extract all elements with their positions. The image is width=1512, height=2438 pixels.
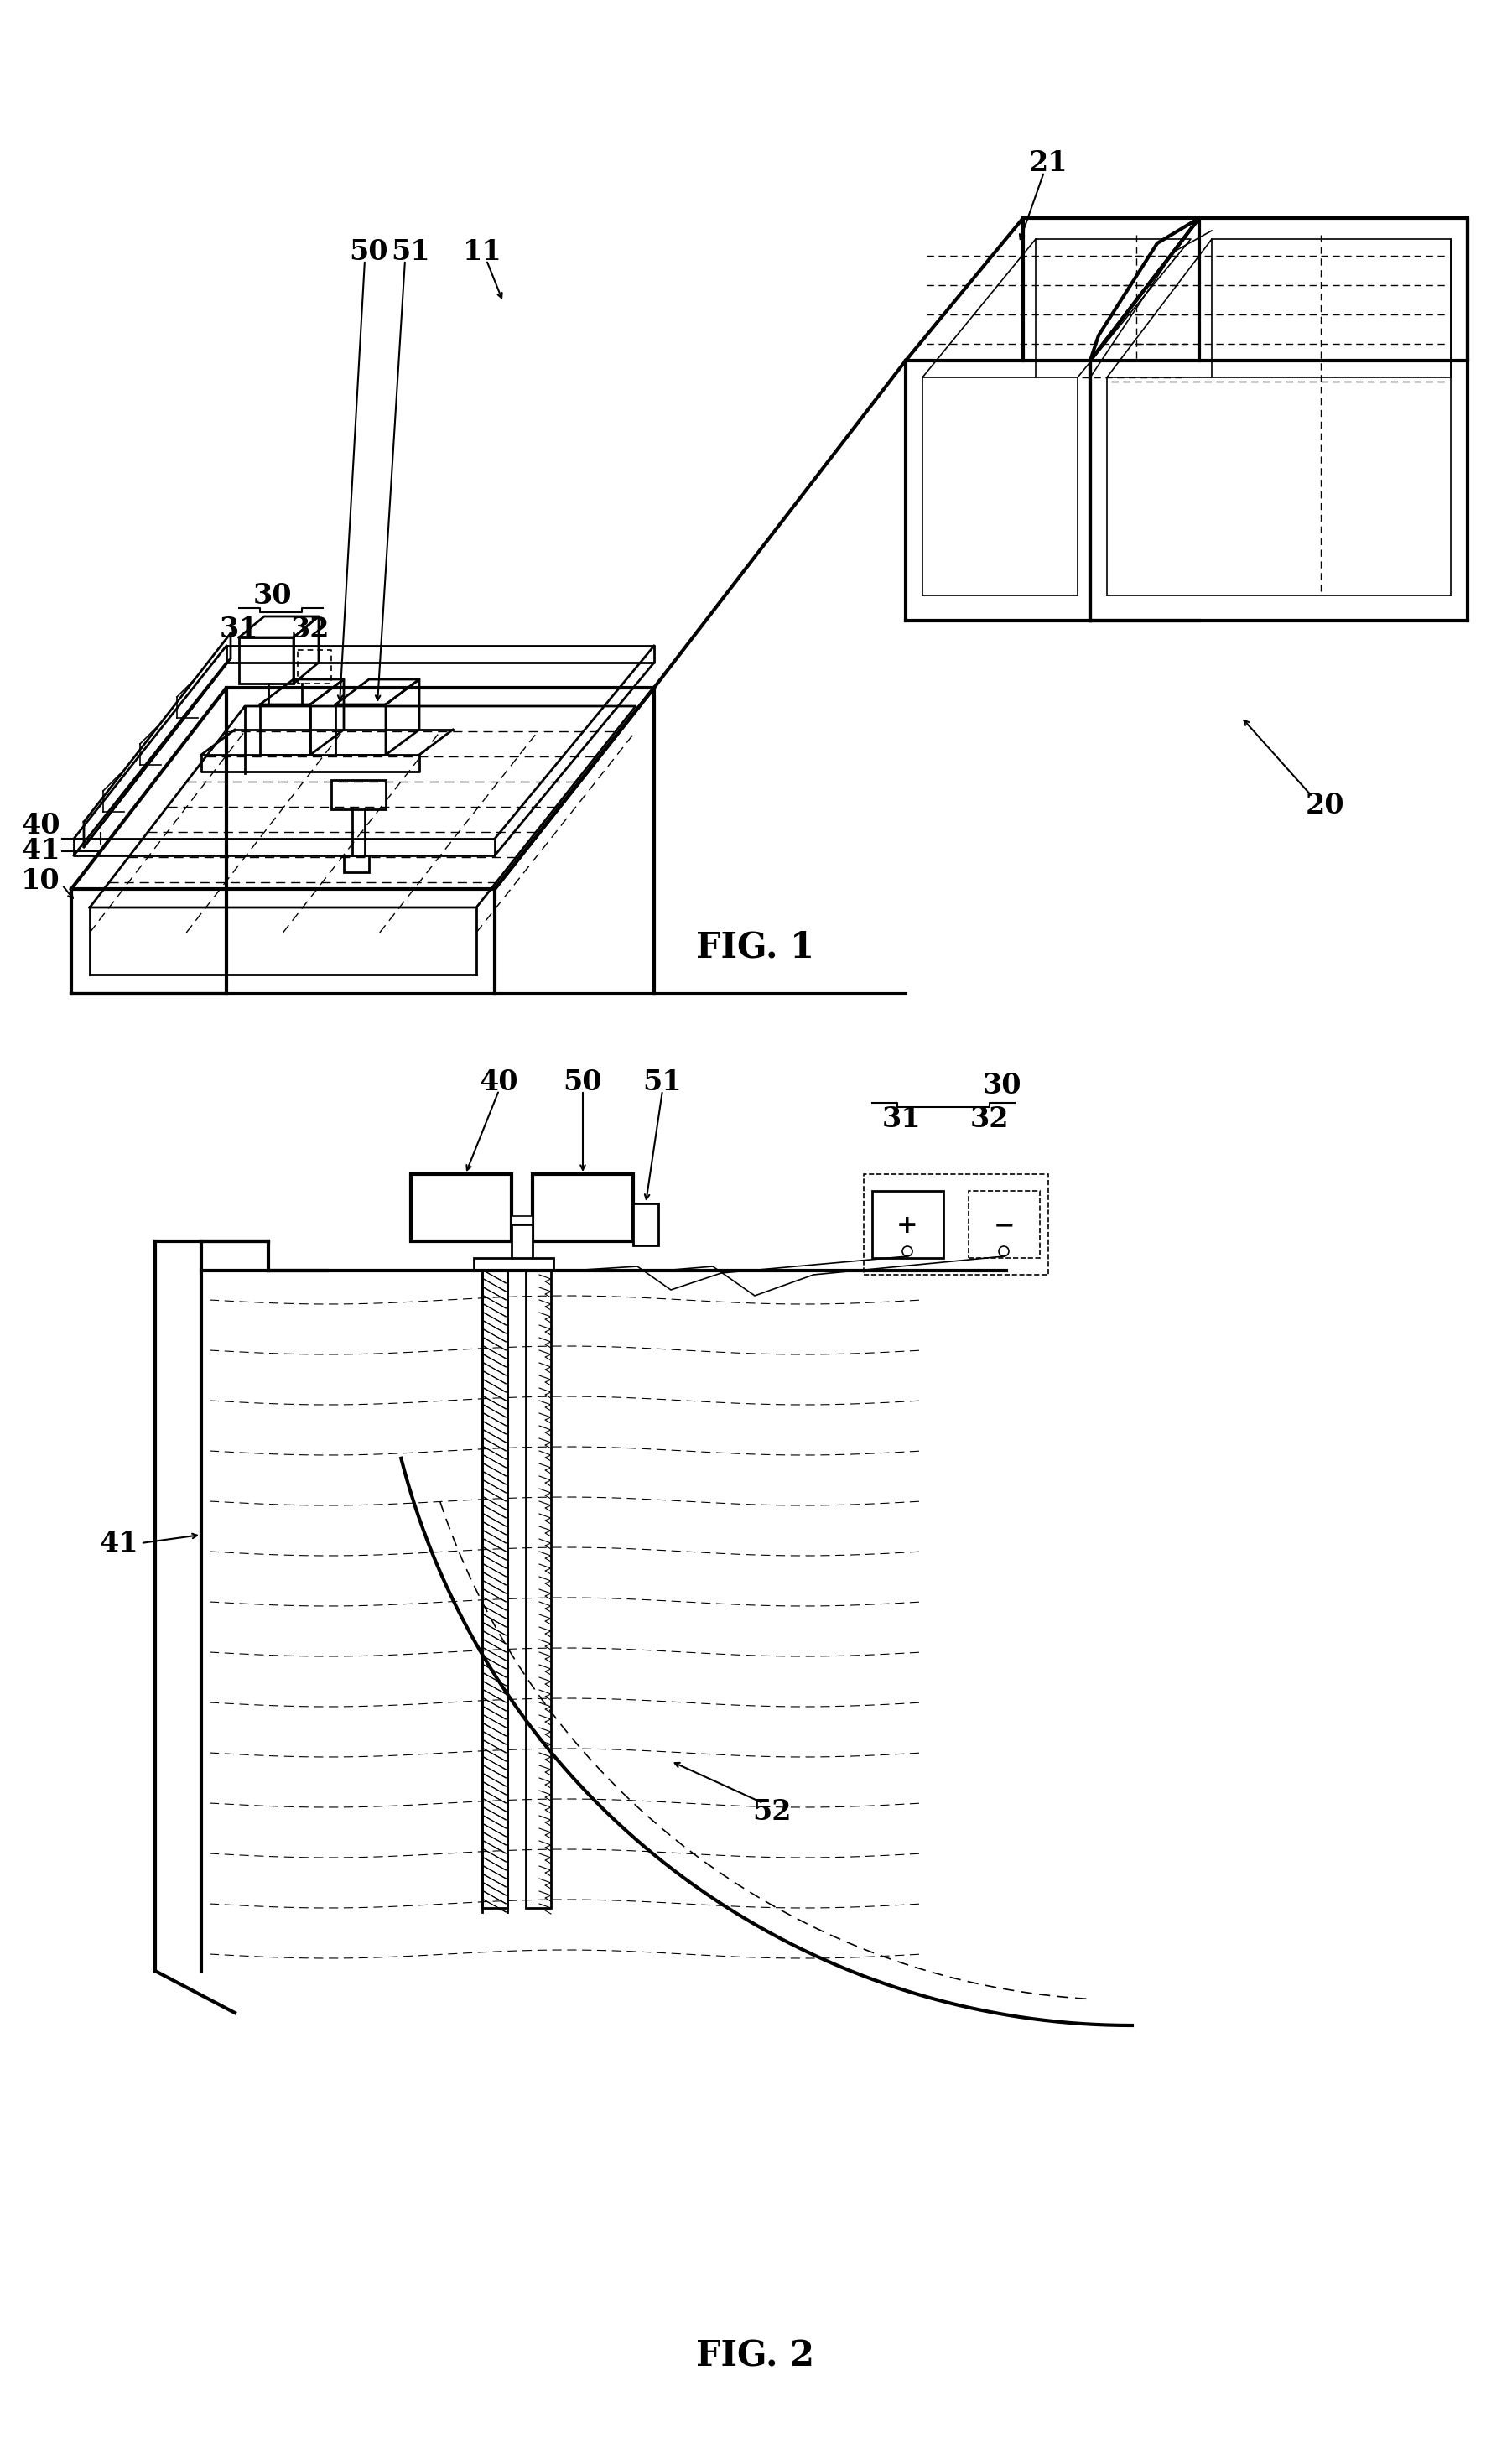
Bar [634,1204,658,1246]
Text: +: + [897,1214,918,1239]
Text: 51: 51 [643,1068,682,1095]
Text: 50: 50 [564,1068,602,1095]
Text: 32: 32 [290,614,330,644]
Bar [872,1190,943,1258]
Text: FIG. 1: FIG. 1 [696,929,813,965]
Text: 41: 41 [21,836,60,865]
Text: 10: 10 [21,868,60,895]
Text: 32: 32 [971,1107,1009,1134]
Bar [336,705,386,756]
Bar [526,1270,550,1909]
Text: 21: 21 [1028,149,1067,178]
Bar [482,1270,508,1909]
Text: 51: 51 [392,239,431,266]
Text: 30: 30 [253,583,292,610]
Bar [343,856,369,873]
Text: 50: 50 [349,239,389,266]
Bar [532,1175,634,1241]
Text: 40: 40 [21,812,60,841]
Text: 11: 11 [463,239,502,266]
Text: 41: 41 [100,1529,139,1558]
Bar [969,1190,1040,1258]
Bar [331,780,386,809]
Text: 52: 52 [751,1797,791,1826]
Text: 20: 20 [1305,792,1344,819]
Bar [239,636,293,683]
Text: 31: 31 [881,1107,921,1134]
Bar [411,1175,511,1241]
Bar [260,705,310,756]
Text: 31: 31 [219,614,259,644]
Bar [473,1258,553,1270]
Text: FIG. 2: FIG. 2 [696,2338,813,2375]
Text: 40: 40 [479,1068,519,1095]
Text: 30: 30 [983,1073,1022,1100]
Text: −: − [993,1214,1015,1239]
Bar [511,1224,532,1265]
Bar [863,1175,1048,1275]
Bar [511,1217,532,1241]
